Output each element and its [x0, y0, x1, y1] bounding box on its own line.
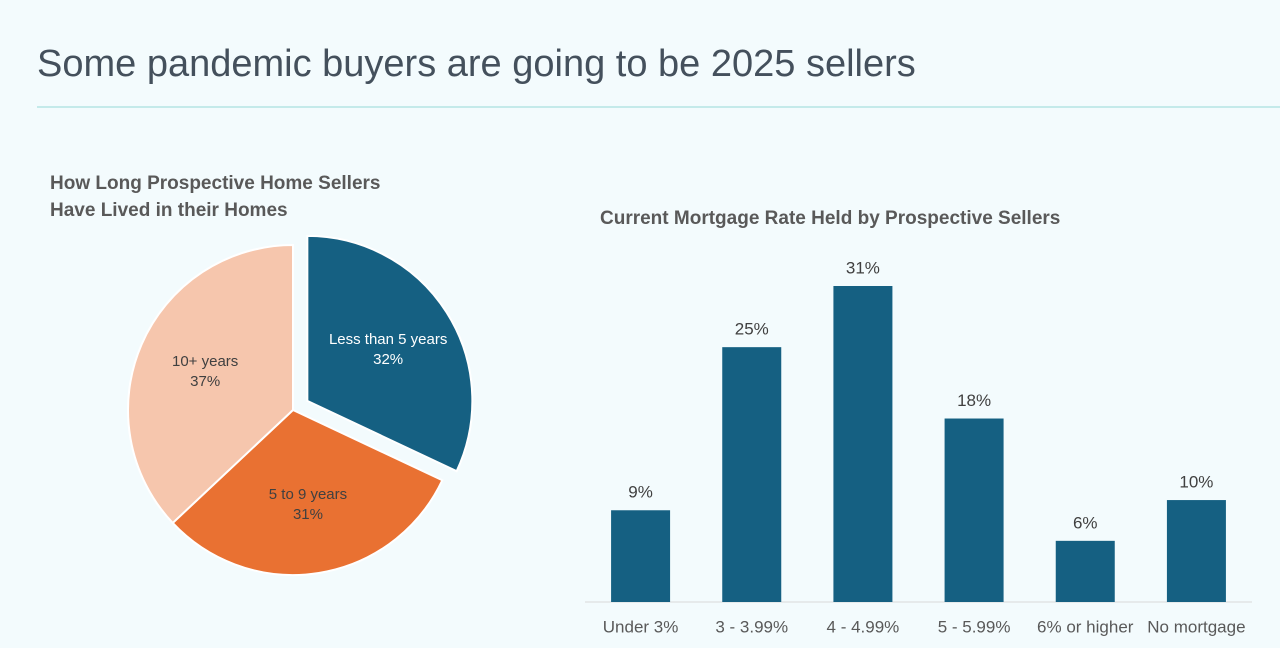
- x-tick-label: No mortgage: [1147, 617, 1245, 636]
- x-tick-label: Under 3%: [603, 617, 679, 636]
- bar: [722, 347, 782, 602]
- x-tick-label: 5 - 5.99%: [938, 617, 1011, 636]
- pie-value-label: 31%: [292, 505, 323, 523]
- bar: [1166, 500, 1226, 602]
- bar: [611, 510, 671, 602]
- x-tick-label: 3 - 3.99%: [715, 617, 788, 636]
- pie-category: 10+ years: [172, 352, 239, 370]
- bar-value-label: 25%: [735, 320, 769, 339]
- bar-value-label: 18%: [957, 391, 991, 410]
- pie-label-box: Less than 5 years 32%: [328, 330, 448, 370]
- pie-label: 5 to 9 years 31%: [248, 485, 368, 525]
- pie-title: How Long Prospective Home Sellers Have L…: [50, 173, 381, 221]
- bar: [833, 286, 893, 602]
- bar-title: Current Mortgage Rate Held by Prospectiv…: [600, 208, 1060, 229]
- pie-slice: [127, 243, 294, 525]
- pie-slice: [171, 408, 444, 576]
- pie-title-box: How Long Prospective Home Sellers Have L…: [50, 173, 381, 221]
- bar-value-label: 31%: [846, 258, 880, 277]
- x-tick-label: 6% or higher: [1037, 617, 1134, 636]
- pie-label: 10+ years 37%: [145, 352, 265, 392]
- pie-value-label: 37%: [190, 372, 221, 390]
- bar: [944, 418, 1004, 602]
- pie-label: Less than 5 years 32%: [328, 330, 448, 370]
- pie-category: 5 to 9 years: [268, 485, 348, 503]
- pie-slice: [306, 234, 474, 473]
- x-tick-label: 4 - 4.99%: [827, 617, 900, 636]
- pie-category: Less than 5 years: [328, 330, 448, 348]
- pie-label-box: 10+ years 37%: [145, 352, 265, 392]
- page-title: Some pandemic buyers are going to be 202…: [37, 43, 916, 85]
- pie-label-box: 5 to 9 years 31%: [248, 485, 368, 525]
- bar-value-label: 6%: [1073, 513, 1098, 532]
- bar-value-label: 9%: [628, 483, 653, 502]
- bar-value-label: 10%: [1179, 473, 1213, 492]
- bar: [1055, 540, 1115, 602]
- pie-value-label: 32%: [373, 350, 404, 368]
